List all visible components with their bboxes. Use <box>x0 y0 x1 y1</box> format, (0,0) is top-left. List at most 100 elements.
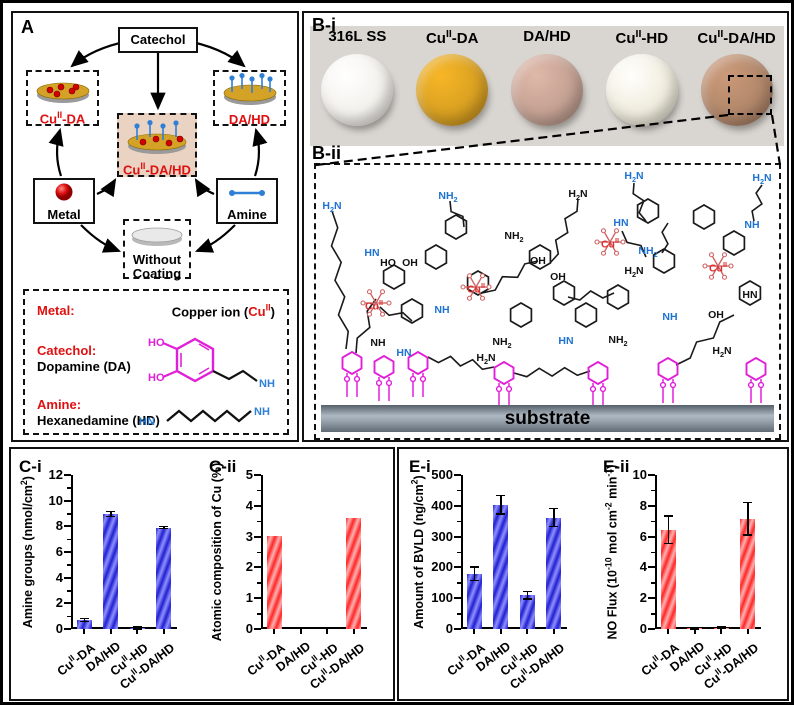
y-tick-label: 3 <box>245 528 253 544</box>
panel-c: C-i 0 2 4 6 8 10 12 CuII-DA DA/HD CuII-HD CuII-DA/H… <box>9 447 395 701</box>
y-major-tick <box>648 504 655 507</box>
panel-bii-label: B-ii <box>312 143 341 163</box>
y-tick-label: 2 <box>55 595 63 611</box>
legend-box: Metal: Copper ion (CuII) Catechol: Dopam… <box>23 289 289 435</box>
node-catechol-label: Catechol <box>130 32 186 47</box>
x-tick <box>526 629 529 634</box>
dopamine-structure: HO HO NH2 <box>148 337 275 390</box>
y-tick-label: 8 <box>639 497 647 513</box>
x-tick <box>667 629 670 634</box>
chart-cu-composition: C-ii 0 1 2 3 4 5 CuII-DA DA/HD CuII-HD CuII-DA/HD A… <box>203 453 389 699</box>
atom-label: NH2 <box>438 189 458 205</box>
bare-disk <box>131 227 183 246</box>
error-bar-cap <box>159 525 169 528</box>
svg-text:H2N: H2N <box>139 416 155 428</box>
node-amine-label: Amine <box>227 207 267 222</box>
svg-text:NH2: NH2 <box>259 378 275 390</box>
atom-label: NH2 <box>608 333 628 349</box>
atom-label: NH <box>744 219 760 231</box>
node-cuii-da-label: CuII-DA <box>39 110 86 127</box>
error-bar-cap <box>106 510 116 513</box>
node-metal-label: Metal <box>47 207 81 222</box>
svg-text:NH2: NH2 <box>254 406 270 418</box>
sample-label: CuII-DA/HD <box>697 28 776 47</box>
y-axis-title: Atomic composition of Cu (%) <box>210 462 225 642</box>
y-minor-tick <box>651 551 655 553</box>
y-major-tick <box>64 499 71 502</box>
error-bar-cap <box>549 525 559 528</box>
y-minor-tick <box>651 613 655 615</box>
x-tick <box>473 629 476 634</box>
y-minor-tick <box>67 513 71 515</box>
y-tick-label: 8 <box>55 518 63 534</box>
node-cuii-da: CuII-DA <box>26 70 99 126</box>
y-tick-label: 100 <box>431 590 453 606</box>
copper-ion-paren: ) <box>270 304 275 320</box>
bar-cuiidahd <box>740 518 756 629</box>
legend-catechol-value: Dopamine (DA) <box>37 359 131 374</box>
y-major-tick <box>648 597 655 600</box>
atom-label: HN <box>613 217 629 229</box>
panel-a-label: A <box>21 17 34 37</box>
y-minor-tick <box>257 489 261 492</box>
y-minor-tick <box>257 520 261 523</box>
y-major-tick <box>648 628 655 630</box>
coating-structure-box: H2N NH2 H2N H2N H2N NH2 HN HN NH HO OH OH OH CuII CuII… <box>314 163 781 440</box>
error-bar-cap <box>79 617 89 620</box>
y-major-tick <box>254 474 261 476</box>
y-major-tick <box>64 551 71 553</box>
y-major-tick <box>454 628 461 630</box>
y-minor-tick <box>457 551 461 553</box>
y-tick-label: 300 <box>431 528 453 544</box>
node-amine: Amine <box>216 178 278 224</box>
chart-panel-label: E-i <box>409 457 431 476</box>
atom-label: NH <box>370 337 386 349</box>
bar-dahd <box>103 514 119 629</box>
x-tick <box>499 629 502 634</box>
x-tick <box>693 629 696 634</box>
atom-label: HN <box>558 335 574 347</box>
coated-disk-cuii-da <box>36 82 89 103</box>
error-bar-cap <box>132 626 142 628</box>
atom-label: OH <box>530 255 546 267</box>
copper-ion-cu: CuII <box>248 303 271 320</box>
y-tick-label: 10 <box>632 467 647 482</box>
sample-label: CuII-HD <box>615 28 669 47</box>
y-minor-tick <box>67 487 71 489</box>
x-tick <box>83 629 86 634</box>
y-major-tick <box>254 628 261 630</box>
atom-label: NH <box>434 304 450 316</box>
node-metal: Metal <box>33 178 95 224</box>
error-bar <box>747 502 749 536</box>
bar-cuiidahd <box>156 527 172 629</box>
error-bar-cap <box>690 628 700 630</box>
legend-metal-key: Metal: <box>37 303 75 318</box>
atom-label: H2N <box>712 344 732 360</box>
error-bar <box>526 591 528 599</box>
atom-label: HN <box>396 347 412 359</box>
y-minor-tick <box>457 582 461 584</box>
error-bar-cap <box>522 590 532 593</box>
chart-amine-groups: C-i 0 2 4 6 8 10 12 CuII-DA DA/HD CuII-HD CuII-DA/H… <box>13 453 199 699</box>
sample-disk <box>416 54 489 126</box>
error-bar-cap <box>549 507 559 509</box>
substrate-bar: substrate <box>321 405 774 432</box>
x-tick <box>273 629 276 634</box>
node-da-hd: DA/HD <box>213 70 286 127</box>
error-bar <box>500 495 502 515</box>
legend-catechol-key: Catechol: <box>37 343 97 358</box>
y-major-tick <box>454 566 461 569</box>
sample-disk <box>605 54 678 126</box>
error-bar-cap <box>690 626 700 629</box>
atom-label: OH <box>550 271 566 283</box>
magnified-region-square <box>728 75 772 115</box>
atom-label: H2N <box>476 351 496 367</box>
error-bar-cap <box>469 579 479 582</box>
bar-cuiida <box>266 535 282 629</box>
error-bar-cap <box>79 620 89 623</box>
y-major-tick <box>64 576 71 579</box>
chart-panel-label: C-ii <box>209 457 237 476</box>
error-bar <box>720 626 722 629</box>
sample-label: CuII-DA <box>425 28 479 47</box>
node-da-hd-label: DA/HD <box>228 112 271 127</box>
